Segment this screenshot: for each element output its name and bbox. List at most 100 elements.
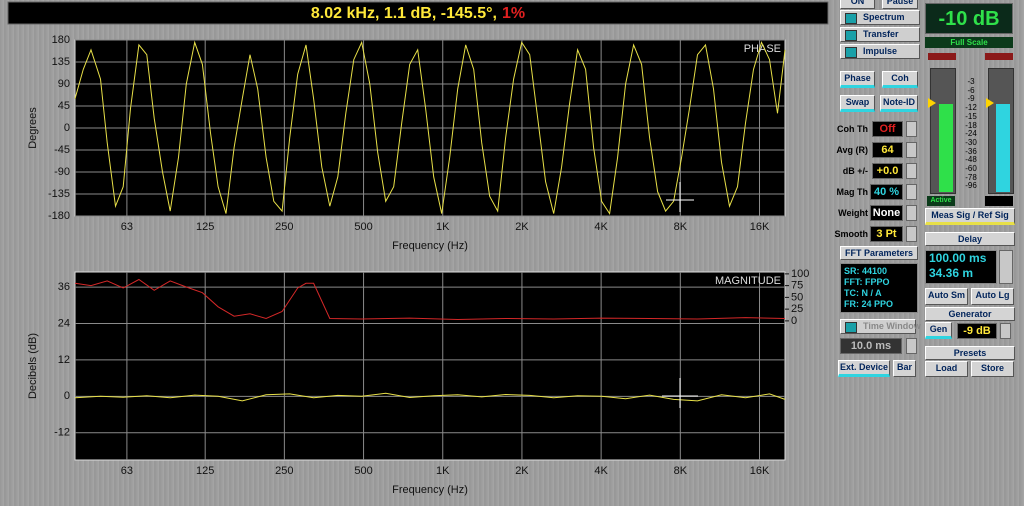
time-window-toggle[interactable]: Time Window	[840, 319, 921, 334]
label: Mag Th	[836, 187, 869, 197]
meter-level	[996, 104, 1010, 192]
readout: 8.02 kHz, 1.1 dB, -145.5°, 1%	[311, 5, 525, 22]
clip-led	[928, 53, 956, 60]
spinner[interactable]	[906, 163, 917, 179]
y-tick-label: -180	[48, 210, 70, 222]
readout-bar	[7, 1, 829, 25]
value-field[interactable]: Off	[872, 121, 903, 137]
trace	[74, 40, 786, 215]
cursor	[662, 182, 698, 408]
readout-coherence: 1%	[502, 5, 525, 22]
trace	[74, 278, 786, 321]
meter-scale-label: -6	[967, 85, 975, 95]
x-tick-label: 1K	[436, 465, 450, 477]
meter-scale-label: -30	[965, 137, 977, 147]
x-tick-label: 250	[275, 465, 293, 477]
value-field[interactable]: None	[870, 205, 903, 221]
gen-button[interactable]: Gen	[925, 322, 952, 339]
clip-led	[985, 53, 1013, 60]
y-tick-label: 12	[58, 354, 70, 366]
delay-ms: 100.00 ms	[929, 251, 987, 265]
label: Coh Th	[837, 124, 868, 134]
y-tick-label: 0	[64, 390, 70, 402]
note-id-button[interactable]: Note-ID	[880, 95, 918, 112]
transfer-toggle[interactable]: Transfer	[840, 27, 920, 42]
x-tick-label: 500	[354, 221, 372, 233]
readout-values: 8.02 kHz, 1.1 dB, -145.5°,	[311, 5, 497, 22]
active-indicator: Active	[927, 196, 955, 206]
y-tick-label: -90	[54, 166, 70, 178]
x-tick-label: 1K	[436, 221, 450, 233]
x-tick-label: 4K	[594, 465, 608, 477]
x-tick-label: 250	[275, 221, 293, 233]
level-display: -10 dB	[925, 3, 1013, 34]
phase-button[interactable]: Phase	[840, 71, 875, 88]
y-tick-label: 180	[52, 34, 70, 46]
bar-button[interactable]: Bar	[893, 360, 916, 377]
auto-sm-button[interactable]: Auto Sm	[925, 288, 968, 305]
gen-value[interactable]: -9 dB	[957, 323, 997, 339]
fft-parameters-button[interactable]: FFT Parameters	[840, 246, 918, 260]
value-field[interactable]: 3 Pt	[870, 226, 903, 242]
y2-tick-label: 75	[791, 280, 803, 292]
label: Smooth	[834, 229, 869, 239]
value-field[interactable]: +0.0	[872, 163, 903, 179]
x-tick-label: 8K	[674, 465, 688, 477]
meter-pointer	[986, 98, 994, 108]
meter-scale-label: -48	[965, 155, 977, 165]
x-axis-label: Frequency (Hz)	[392, 484, 468, 496]
x-axis-label: Frequency (Hz)	[392, 240, 468, 252]
spinner[interactable]	[1000, 323, 1011, 339]
spinner[interactable]	[906, 184, 917, 200]
swap-button[interactable]: Swap	[840, 95, 875, 112]
x-tick-label: 4K	[594, 221, 608, 233]
auto-lg-button[interactable]: Auto Lg	[971, 288, 1014, 305]
meter-scale-label: -18	[965, 120, 977, 130]
meter-scale-label: -15	[965, 111, 977, 121]
indicator	[985, 196, 1013, 206]
label: Avg (R)	[836, 145, 868, 155]
spinner[interactable]	[906, 226, 917, 242]
y-axis-label: Degrees	[27, 107, 39, 149]
y-tick-label: 135	[52, 56, 70, 68]
spinner[interactable]	[906, 338, 917, 354]
meter-scale-label: -78	[965, 172, 977, 182]
meter-pointer	[928, 98, 936, 108]
generator-header: Generator	[925, 307, 1015, 321]
value-field[interactable]: 64	[872, 142, 903, 158]
spectrum-toggle[interactable]: Spectrum	[840, 10, 920, 25]
y-tick-label: -45	[54, 144, 70, 156]
y-tick-label: -135	[48, 188, 70, 200]
time-window-value[interactable]: 10.0 ms	[840, 338, 902, 354]
impulse-toggle[interactable]: Impulse	[840, 44, 920, 59]
meter-scale-label: -36	[965, 146, 977, 156]
pause-button[interactable]: Pause	[882, 0, 918, 9]
y-tick-label: 36	[58, 281, 70, 293]
meter-scale-label: -96	[965, 181, 977, 191]
chart-label: MAGNITUDE	[715, 275, 781, 287]
on-button[interactable]: ON	[840, 0, 875, 9]
spinner[interactable]	[906, 205, 917, 221]
presets-header: Presets	[925, 346, 1015, 360]
meter-scale-label: -24	[965, 129, 977, 139]
x-tick-label: 2K	[515, 465, 529, 477]
y2-tick-label: 25	[791, 303, 803, 315]
store-button[interactable]: Store	[971, 361, 1014, 377]
meas-ref-button[interactable]: Meas Sig / Ref Sig	[925, 208, 1015, 225]
y2-tick-label: 0	[791, 315, 797, 327]
spinner[interactable]	[906, 121, 917, 137]
delay-display: 100.00 ms 34.36 m	[925, 250, 997, 284]
meter-scale-label: -60	[965, 164, 977, 174]
ext-device-button[interactable]: Ext. Device	[838, 360, 890, 377]
value-field[interactable]: 40 %	[870, 184, 903, 200]
y-tick-label: 24	[58, 317, 70, 329]
y-tick-label: 45	[58, 100, 70, 112]
spinner[interactable]	[999, 250, 1013, 284]
coh-button[interactable]: Coh	[882, 71, 918, 88]
trace	[74, 392, 786, 402]
y-axis-label: Decibels (dB)	[27, 333, 39, 399]
spinner[interactable]	[906, 142, 917, 158]
load-button[interactable]: Load	[925, 361, 968, 377]
